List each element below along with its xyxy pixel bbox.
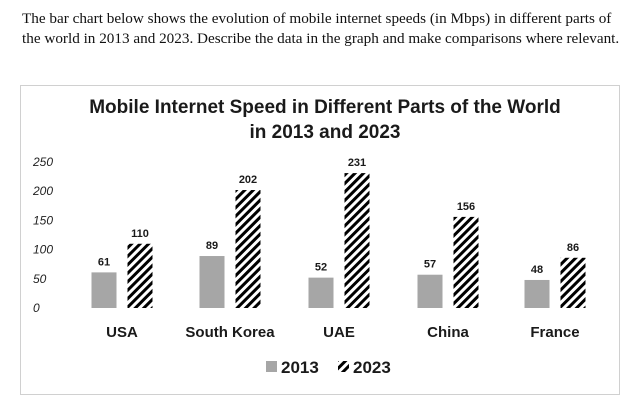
y-tick-label: 250 (32, 155, 53, 169)
bar-2023 (235, 190, 261, 308)
chart-title-line-1: Mobile Internet Speed in Different Parts… (89, 97, 561, 118)
bar-2023 (453, 216, 479, 308)
x-category-label: China (427, 324, 469, 341)
x-category-label: France (530, 324, 579, 341)
bar-2013 (417, 274, 443, 308)
y-tick-label: 50 (33, 272, 47, 286)
data-label-2023: 202 (239, 174, 257, 186)
bar-2013 (524, 279, 550, 308)
bar-2023 (344, 173, 370, 308)
data-label-2013: 89 (206, 240, 218, 252)
chart-frame (20, 85, 620, 395)
legend-label-2013: 2013 (281, 358, 319, 377)
data-label-2013: 61 (98, 256, 110, 268)
legend-swatch-2013 (266, 361, 277, 372)
legend-label-2023: 2023 (353, 358, 391, 377)
y-tick-label: 150 (33, 213, 53, 227)
data-label-2023: 231 (348, 157, 366, 169)
x-category-label: South Korea (185, 324, 275, 341)
y-tick-label: 200 (32, 184, 53, 198)
bar-2023 (560, 257, 586, 308)
data-label-2023: 86 (567, 242, 579, 254)
x-category-label: USA (106, 324, 138, 341)
data-label-2013: 57 (424, 259, 436, 271)
bar-2023 (127, 243, 153, 308)
data-label-2013: 52 (315, 262, 327, 274)
y-tick-label: 100 (33, 243, 53, 257)
data-label-2023: 110 (131, 228, 149, 240)
y-tick-label: 0 (33, 301, 40, 315)
bar-2013 (308, 277, 334, 308)
data-label-2023: 156 (457, 201, 475, 213)
x-category-label: UAE (323, 324, 355, 341)
data-label-2013: 48 (531, 264, 543, 276)
bar-2013 (199, 256, 225, 308)
chart-title-line-2: in 2013 and 2023 (249, 122, 400, 143)
prompt-text: The bar chart below shows the evolution … (22, 10, 620, 47)
bar-2013 (91, 272, 117, 308)
legend-swatch-2023 (338, 361, 349, 372)
